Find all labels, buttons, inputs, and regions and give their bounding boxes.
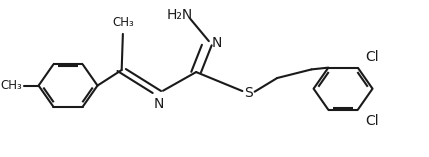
Text: CH₃: CH₃ bbox=[0, 79, 22, 92]
Text: N: N bbox=[211, 36, 222, 51]
Text: Cl: Cl bbox=[365, 114, 379, 128]
Text: S: S bbox=[244, 86, 253, 100]
Text: CH₃: CH₃ bbox=[112, 16, 134, 29]
Text: N: N bbox=[154, 97, 164, 111]
Text: Cl: Cl bbox=[365, 50, 379, 64]
Text: H₂N: H₂N bbox=[167, 8, 193, 22]
